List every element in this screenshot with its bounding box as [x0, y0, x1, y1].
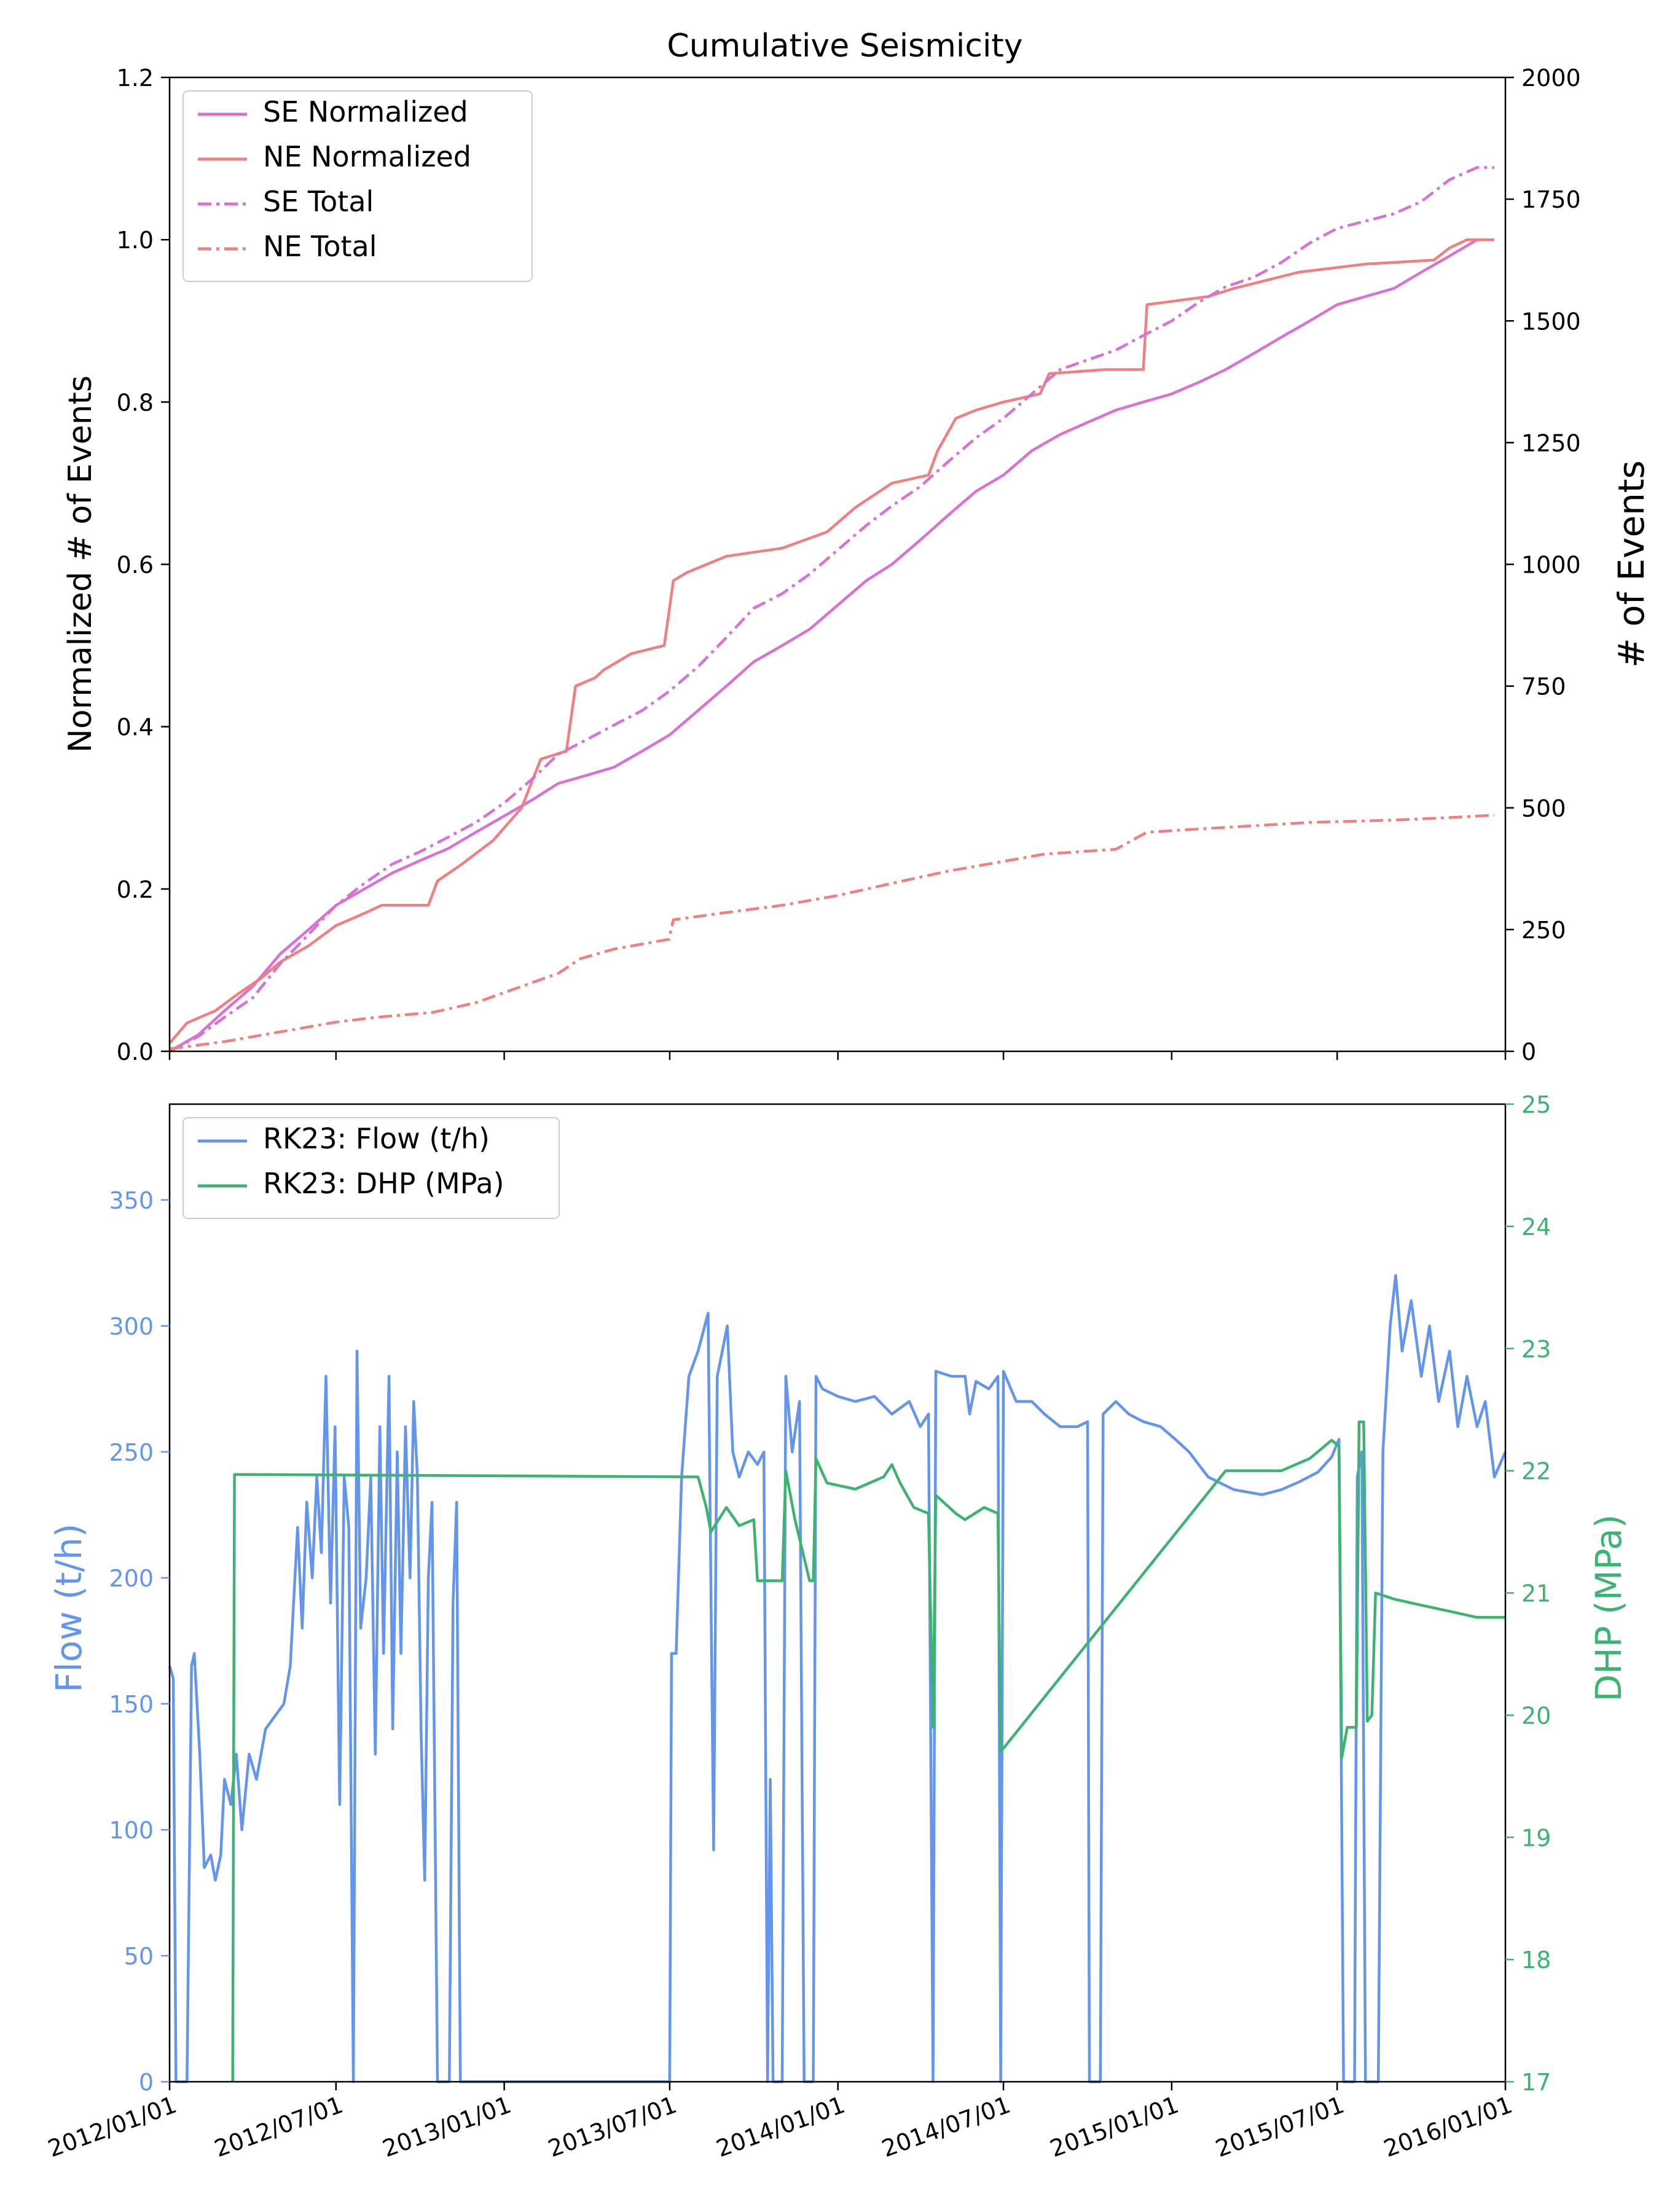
bottom-xtick-label: 2014/07/01: [878, 2091, 1014, 2162]
bottom-ytick-label: 300: [109, 1313, 154, 1340]
bottom-ytick-label: 150: [109, 1691, 154, 1718]
top-ytick-label: 1.0: [117, 227, 154, 254]
top-axes: 0.0 0.2 0.4 0.6 0.8 1.0 1.2 0 250 500 750 1000 1250 1…: [117, 65, 1581, 1065]
bottom-xtick-label: 2013/01/01: [379, 2091, 515, 2162]
bottom-xtick-label: 2014/01/01: [713, 2091, 849, 2162]
top-legend-label: NE Total: [263, 230, 377, 263]
bottom-plot-frame: [168, 1103, 1507, 2083]
bottom-ytick-label: 50: [124, 1943, 154, 1970]
top-y2tick-label: 1500: [1521, 308, 1581, 335]
top-ytick-label: 0.6: [117, 552, 154, 579]
bottom-y2-axis-label: DHP (MPa): [1588, 1515, 1630, 1702]
top-panel: Cumulative Seismicity 0.0 0.2 0.4 0.6 0.8 1.0…: [62, 28, 1652, 1065]
top-series-line-1: [168, 238, 1495, 1045]
bottom-series-line-1: [231, 1420, 1505, 2082]
bottom-legend-box: [182, 1117, 560, 1219]
bottom-ytick-label: 350: [109, 1187, 154, 1214]
top-y2tick-label: 500: [1521, 795, 1566, 822]
top-ytick-label: 0.2: [117, 876, 154, 903]
bottom-y2tick-label: 23: [1521, 1336, 1551, 1363]
bottom-y2tick-label: 22: [1521, 1458, 1551, 1485]
bottom-y2tick-label: 20: [1521, 1702, 1551, 1729]
bottom-xtick-label: 2016/01/01: [1380, 2091, 1516, 2162]
bottom-xtick-label: 2015/07/01: [1212, 2091, 1347, 2162]
bottom-xtick-label: 2012/01/01: [44, 2091, 180, 2162]
bottom-xtick-label: 2012/07/01: [211, 2091, 347, 2162]
top-y2tick-label: 750: [1521, 673, 1566, 700]
bottom-y2tick-label: 24: [1521, 1214, 1551, 1241]
top-series-line-2: [168, 166, 1495, 1053]
top-y2tick-label: 2000: [1521, 65, 1581, 92]
top-legend-label: NE Normalized: [263, 140, 471, 173]
top-legend-box: [182, 90, 533, 282]
top-y2tick-label: 1750: [1521, 186, 1581, 213]
bottom-legend-label: RK23: DHP (MPa): [263, 1167, 504, 1200]
bottom-xtick-label: 2015/01/01: [1046, 2091, 1182, 2162]
top-y2tick-label: 0: [1521, 1038, 1536, 1065]
top-y2tick-label: 1250: [1521, 429, 1581, 457]
top-y2-axis-label: # of Events: [1610, 460, 1652, 668]
top-ytick-label: 0.4: [117, 714, 154, 741]
bottom-panel: 0 50 100 150 200 250 300 350 17 18 19 20 21 22 23 24 25 2…: [44, 1091, 1630, 2162]
top-series-line-3: [169, 814, 1495, 1051]
bottom-y2tick-label: 21: [1521, 1580, 1551, 1607]
bottom-xtick-label: 2013/07/01: [544, 2091, 680, 2162]
bottom-legend-label: RK23: Flow (t/h): [263, 1122, 490, 1155]
top-legend: SE Normalized NE Normalized SE Total NE Tot…: [182, 90, 533, 282]
bottom-axes: 0 50 100 150 200 250 300 350 17 18 19 20 21 22 23 24 25 2…: [44, 1091, 1551, 2162]
bottom-y2tick-label: 19: [1521, 1824, 1551, 1851]
top-legend-label: SE Normalized: [263, 95, 468, 128]
top-y2tick-label: 250: [1521, 917, 1566, 944]
top-ytick-label: 0.0: [117, 1038, 154, 1065]
bottom-y2tick-label: 25: [1521, 1091, 1551, 1118]
top-y-axis-label: Normalized # of Events: [62, 375, 99, 753]
top-ytick-label: 1.2: [117, 65, 154, 92]
top-y2tick-label: 1000: [1521, 552, 1581, 579]
bottom-y-axis-label: Flow (t/h): [48, 1523, 90, 1692]
bottom-y2tick-label: 17: [1521, 2069, 1551, 2096]
top-legend-label: SE Total: [263, 185, 374, 218]
top-series-group: [168, 166, 1495, 1053]
bottom-ytick-label: 250: [109, 1439, 154, 1466]
bottom-ytick-label: 200: [109, 1565, 154, 1592]
top-ytick-label: 0.8: [117, 389, 154, 416]
bottom-ytick-label: 100: [109, 1817, 154, 1844]
bottom-series-line-0: [168, 1274, 1507, 2084]
top-series-line-0: [168, 238, 1478, 1053]
top-chart-title: Cumulative Seismicity: [667, 28, 1022, 65]
bottom-series-group: [168, 1274, 1507, 2084]
bottom-legend: RK23: Flow (t/h) RK23: DHP (MPa): [182, 1117, 560, 1219]
bottom-y2tick-label: 18: [1521, 1947, 1551, 1974]
bottom-ytick-label: 0: [139, 2069, 154, 2096]
